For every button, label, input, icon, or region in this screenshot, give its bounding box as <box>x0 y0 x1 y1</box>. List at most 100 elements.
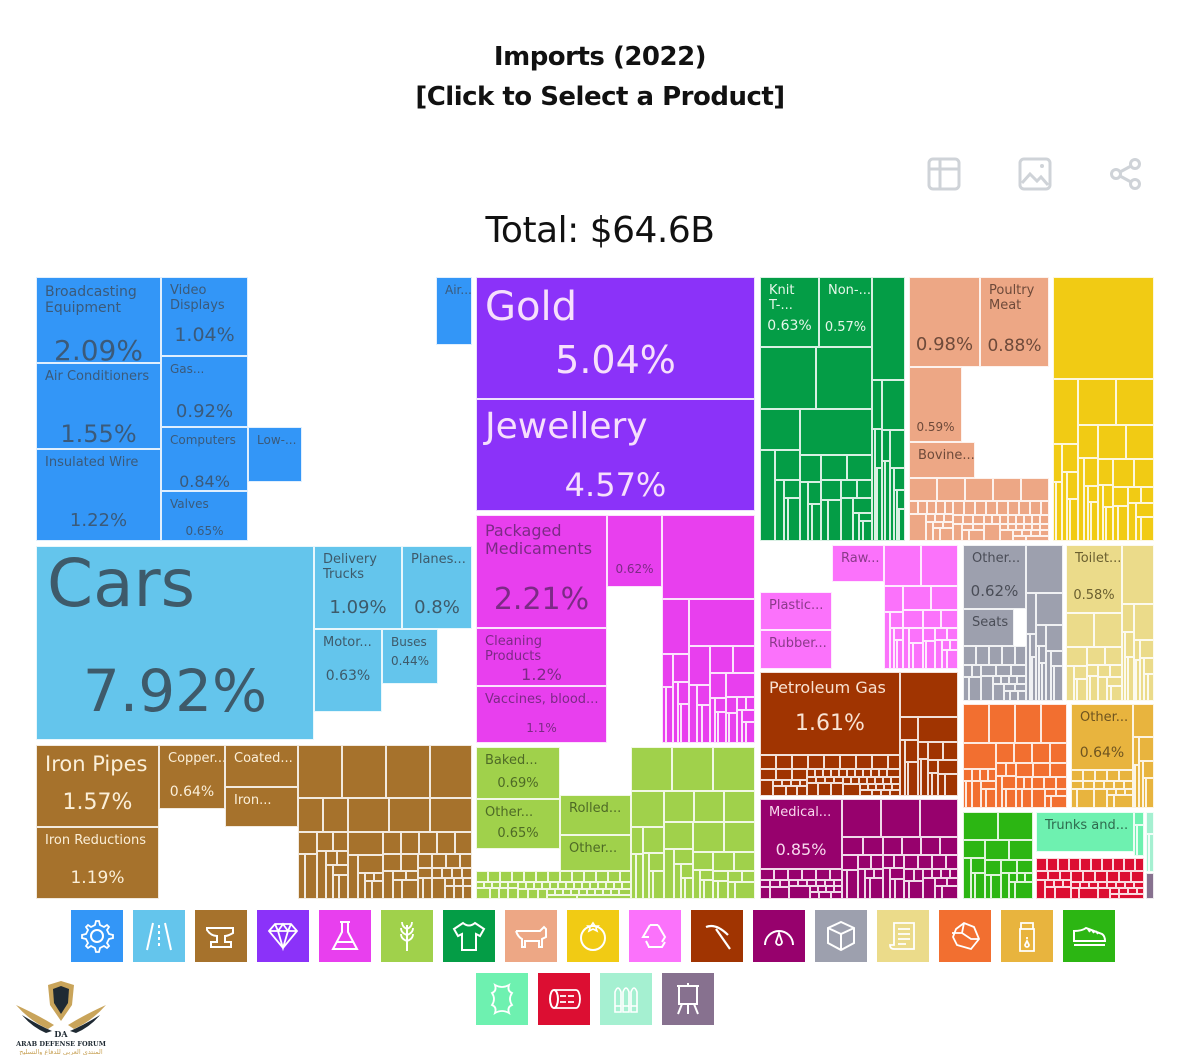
treemap-cell[interactable] <box>867 777 875 784</box>
treemap-cell[interactable] <box>928 742 943 760</box>
treemap-cell[interactable] <box>1137 888 1144 894</box>
treemap-cell[interactable] <box>393 880 402 899</box>
treemap-cell[interactable] <box>821 455 847 480</box>
treemap-cell[interactable] <box>1087 665 1098 676</box>
treemap-cell[interactable] <box>879 769 887 777</box>
treemap-cell[interactable] <box>631 791 664 827</box>
treemap-cell[interactable] <box>603 889 611 895</box>
treemap-cell[interactable] <box>1106 507 1113 541</box>
treemap-cell[interactable] <box>938 760 958 774</box>
treemap-cell[interactable] <box>1039 663 1042 701</box>
treemap-cell[interactable] <box>760 769 776 780</box>
treemap-cell[interactable] <box>728 882 735 899</box>
treemap-cell[interactable] <box>1113 487 1128 506</box>
treemap-cell[interactable] <box>808 755 824 769</box>
treemap-cell[interactable] <box>1135 858 1144 871</box>
treemap-cell[interactable] <box>821 480 841 500</box>
treemap-cell[interactable] <box>488 871 500 882</box>
treemap-cell[interactable] <box>816 777 825 783</box>
treemap-cell[interactable] <box>921 837 940 855</box>
treemap-cell[interactable] <box>936 501 945 514</box>
treemap-cell[interactable] <box>674 864 681 899</box>
treemap-cell[interactable] <box>770 887 789 899</box>
treemap-cell[interactable] <box>1134 604 1154 640</box>
treemap-cell[interactable] <box>611 889 619 895</box>
treemap-cell[interactable] <box>963 812 998 840</box>
treemap-cell[interactable] <box>1107 795 1114 808</box>
treemap-cell[interactable] <box>1071 789 1077 808</box>
treemap-cell[interactable] <box>342 745 386 798</box>
treemap-cell[interactable] <box>606 882 614 889</box>
treemap-cell[interactable] <box>746 697 755 710</box>
treemap-cell[interactable] <box>899 509 905 541</box>
treemap-cell[interactable] <box>991 875 1001 899</box>
treemap-cell[interactable] <box>1063 880 1071 887</box>
treemap-cell[interactable] <box>374 873 383 881</box>
treemap-cell[interactable] <box>843 784 860 796</box>
treemap-cell[interactable] <box>900 717 918 740</box>
treemap-cell[interactable] <box>897 490 905 509</box>
treemap-cell[interactable] <box>941 869 950 878</box>
treemap-cell[interactable] <box>1113 858 1124 871</box>
treemap-cell[interactable] <box>997 501 1008 515</box>
legend-stone-and-glass[interactable] <box>939 910 991 962</box>
treemap-cell[interactable] <box>872 380 882 429</box>
treemap-cell[interactable] <box>950 640 958 650</box>
treemap-cell[interactable] <box>810 886 818 892</box>
treemap-cell[interactable] <box>534 882 542 889</box>
treemap-cell[interactable] <box>1001 873 1009 899</box>
treemap-cell[interactable] <box>463 878 472 886</box>
legend-plastics-and-rubbers[interactable] <box>629 910 681 962</box>
treemap-cell[interactable] <box>760 450 775 541</box>
legend-footwear-and-headwear[interactable] <box>1063 910 1115 962</box>
treemap-cell[interactable] <box>947 628 958 640</box>
treemap-cell[interactable] <box>1013 530 1022 536</box>
treemap-cell[interactable] <box>918 717 958 742</box>
treemap-cell[interactable] <box>815 769 823 777</box>
treemap-cell[interactable]: Buses 0.44% <box>382 629 438 684</box>
treemap-cell[interactable] <box>816 869 830 880</box>
treemap-cell[interactable]: Valves 0.65% <box>161 491 248 541</box>
treemap-cell[interactable] <box>976 646 989 665</box>
treemap-cell[interactable] <box>808 482 821 504</box>
treemap-cell[interactable] <box>1062 472 1067 541</box>
treemap-cell[interactable] <box>492 882 500 888</box>
treemap-cell[interactable] <box>1032 657 1036 701</box>
treemap-cell[interactable] <box>812 504 821 541</box>
treemap-cell[interactable] <box>1041 501 1049 515</box>
treemap-cell[interactable] <box>1036 625 1046 646</box>
treemap-cell[interactable] <box>807 880 816 886</box>
treemap-cell[interactable] <box>1015 882 1033 899</box>
treemap-cell[interactable] <box>1125 789 1133 795</box>
treemap-cell[interactable] <box>1017 860 1033 873</box>
treemap-cell[interactable] <box>816 347 872 409</box>
treemap-cell[interactable] <box>953 524 962 541</box>
treemap-cell[interactable] <box>737 697 746 710</box>
treemap-cell[interactable] <box>1078 425 1098 458</box>
treemap-cell[interactable] <box>1124 858 1135 871</box>
treemap-cell[interactable] <box>902 837 921 855</box>
treemap-cell[interactable] <box>909 881 923 899</box>
treemap-cell[interactable] <box>884 784 892 790</box>
treemap-cell[interactable] <box>643 853 649 899</box>
treemap-cell[interactable] <box>1054 880 1063 887</box>
treemap-cell[interactable] <box>386 745 430 798</box>
treemap-cell[interactable] <box>1095 770 1107 781</box>
treemap-cell[interactable] <box>890 430 905 468</box>
treemap-cell[interactable] <box>834 886 842 892</box>
treemap-cell[interactable] <box>1104 781 1114 789</box>
treemap-cell[interactable] <box>1110 888 1119 894</box>
treemap-cell[interactable] <box>963 677 969 701</box>
treemap-cell[interactable] <box>882 380 905 430</box>
treemap-cell[interactable] <box>1139 737 1154 761</box>
legend-animal-hides[interactable] <box>476 973 528 1025</box>
treemap-cell[interactable] <box>643 827 664 853</box>
treemap-cell[interactable] <box>942 640 950 650</box>
treemap-cell[interactable] <box>484 882 492 888</box>
treemap-cell[interactable] <box>1018 691 1026 701</box>
treemap-cell[interactable] <box>788 869 802 880</box>
treemap-cell[interactable] <box>476 882 484 888</box>
treemap-cell[interactable] <box>710 646 733 673</box>
treemap-cell[interactable] <box>432 868 442 878</box>
treemap-cell[interactable] <box>1090 676 1098 701</box>
